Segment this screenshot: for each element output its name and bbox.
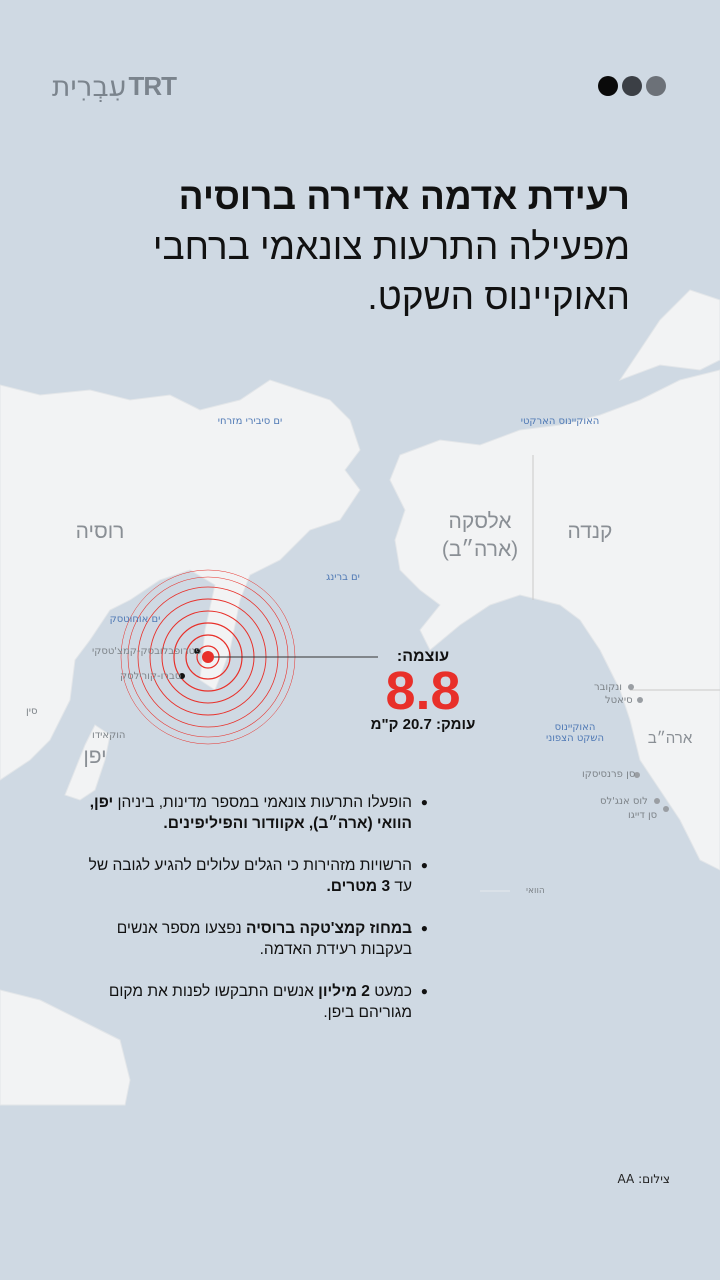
depth: עומק: 20.7 ק"מ <box>370 716 476 733</box>
label-hokkaido: הוקאידו <box>92 730 126 741</box>
bullet-text: אנשים התבקשו לפנות את מקום מגוריהם ביפן. <box>108 983 412 1021</box>
label-japan: יפן <box>83 745 107 768</box>
logo-brand: TRT <box>128 71 177 101</box>
bullet-bold: 3 מטרים. <box>326 878 391 895</box>
quake-info: עוצמה: 8.8 עומק: 20.7 ק"מ <box>360 648 486 733</box>
label-china: סין <box>26 706 38 717</box>
city-severo: סברו-קורילסק <box>120 671 182 682</box>
sea-north-pacific: האוקיינוס השקט הצפוני <box>545 722 605 744</box>
bullet-item: כמעט 2 מיליון אנשים התבקשו לפנות את מקום… <box>68 981 428 1023</box>
bullet-bold: יפן, הוואי (ארה״ב), אקוודור והפיליפינים. <box>89 794 412 832</box>
bullet-list: הופעלו התרעות צונאמי במספר מדינות, ביניה… <box>68 792 428 1044</box>
label-usa: ארה״ב <box>647 730 693 747</box>
dots-icon <box>598 76 666 96</box>
sea-okhotsk: ים אוחוטסק <box>109 614 161 625</box>
land-arctic-islands <box>618 289 720 382</box>
label-canada: קנדה <box>567 520 613 543</box>
logo-lang: עִבְרִית <box>52 70 127 103</box>
label-alaska: אלסקה (ארה״ב) <box>420 508 540 564</box>
headline-rest: מפעילה התרעות צונאמי ברחבי האוקיינוס השק… <box>152 226 630 317</box>
city-san-diego: סן דייגו <box>628 810 658 821</box>
bullet-text: נפצעו מספר אנשים בעקבות רעידת האדמה. <box>116 920 412 958</box>
headline-bold: רעידת אדמה אדירה ברוסיה <box>178 176 630 217</box>
bullet-item: הרשויות מזהירות כי הגלים עלולים להגיע לג… <box>68 855 428 897</box>
bullet-text: כמעט <box>369 983 412 1000</box>
bullet-bold: 2 מיליון <box>318 983 370 1000</box>
headline: רעידת אדמה אדירה ברוסיה מפעילה התרעות צו… <box>30 172 630 322</box>
land-australasia <box>0 989 131 1106</box>
sea-arctic: האוקיינוס הארקטי <box>520 416 600 427</box>
bullet-bold: במחוז קמצ'טקה ברוסיה <box>246 920 412 937</box>
label-hawaii: הוואי <box>526 886 545 896</box>
alaska-sub: (ארה״ב) <box>441 538 519 561</box>
photo-credit: צילום: AA <box>617 1172 670 1186</box>
city-los-angeles: לוס אנג'לס <box>600 796 648 807</box>
magnitude-label: עוצמה: <box>396 648 450 665</box>
bullet-text: הרשויות מזהירות כי הגלים עלולים להגיע לג… <box>88 857 412 895</box>
magnitude-value: 8.8 <box>385 661 461 721</box>
trt-logo[interactable]: עִבְרִית TRT <box>52 70 177 103</box>
label-russia: רוסיה <box>75 520 125 543</box>
bullet-item: במחוז קמצ'טקה ברוסיה נפצעו מספר אנשים בע… <box>68 918 428 960</box>
city-petropavlovsk: פטרופבלובסק-קמצ'טסקי <box>92 646 202 657</box>
bullet-item: הופעלו התרעות צונאמי במספר מדינות, ביניה… <box>68 792 428 834</box>
sea-east-siberian: ים סיבירי מזרחי <box>217 416 283 427</box>
city-san-francisco: סן פרנסיסקו <box>582 769 636 780</box>
sea-bering: ים ברינג <box>326 572 360 583</box>
epicenter-dot <box>202 651 214 663</box>
bullet-text: הופעלו התרעות צונאמי במספר מדינות, ביניה… <box>113 794 413 811</box>
land-russia <box>0 379 361 781</box>
alaska: אלסקה <box>448 510 512 533</box>
city-seattle: סיאטל <box>605 695 633 706</box>
land-alaska-canada <box>389 369 720 871</box>
city-vancouver: ונקובר <box>594 682 622 693</box>
